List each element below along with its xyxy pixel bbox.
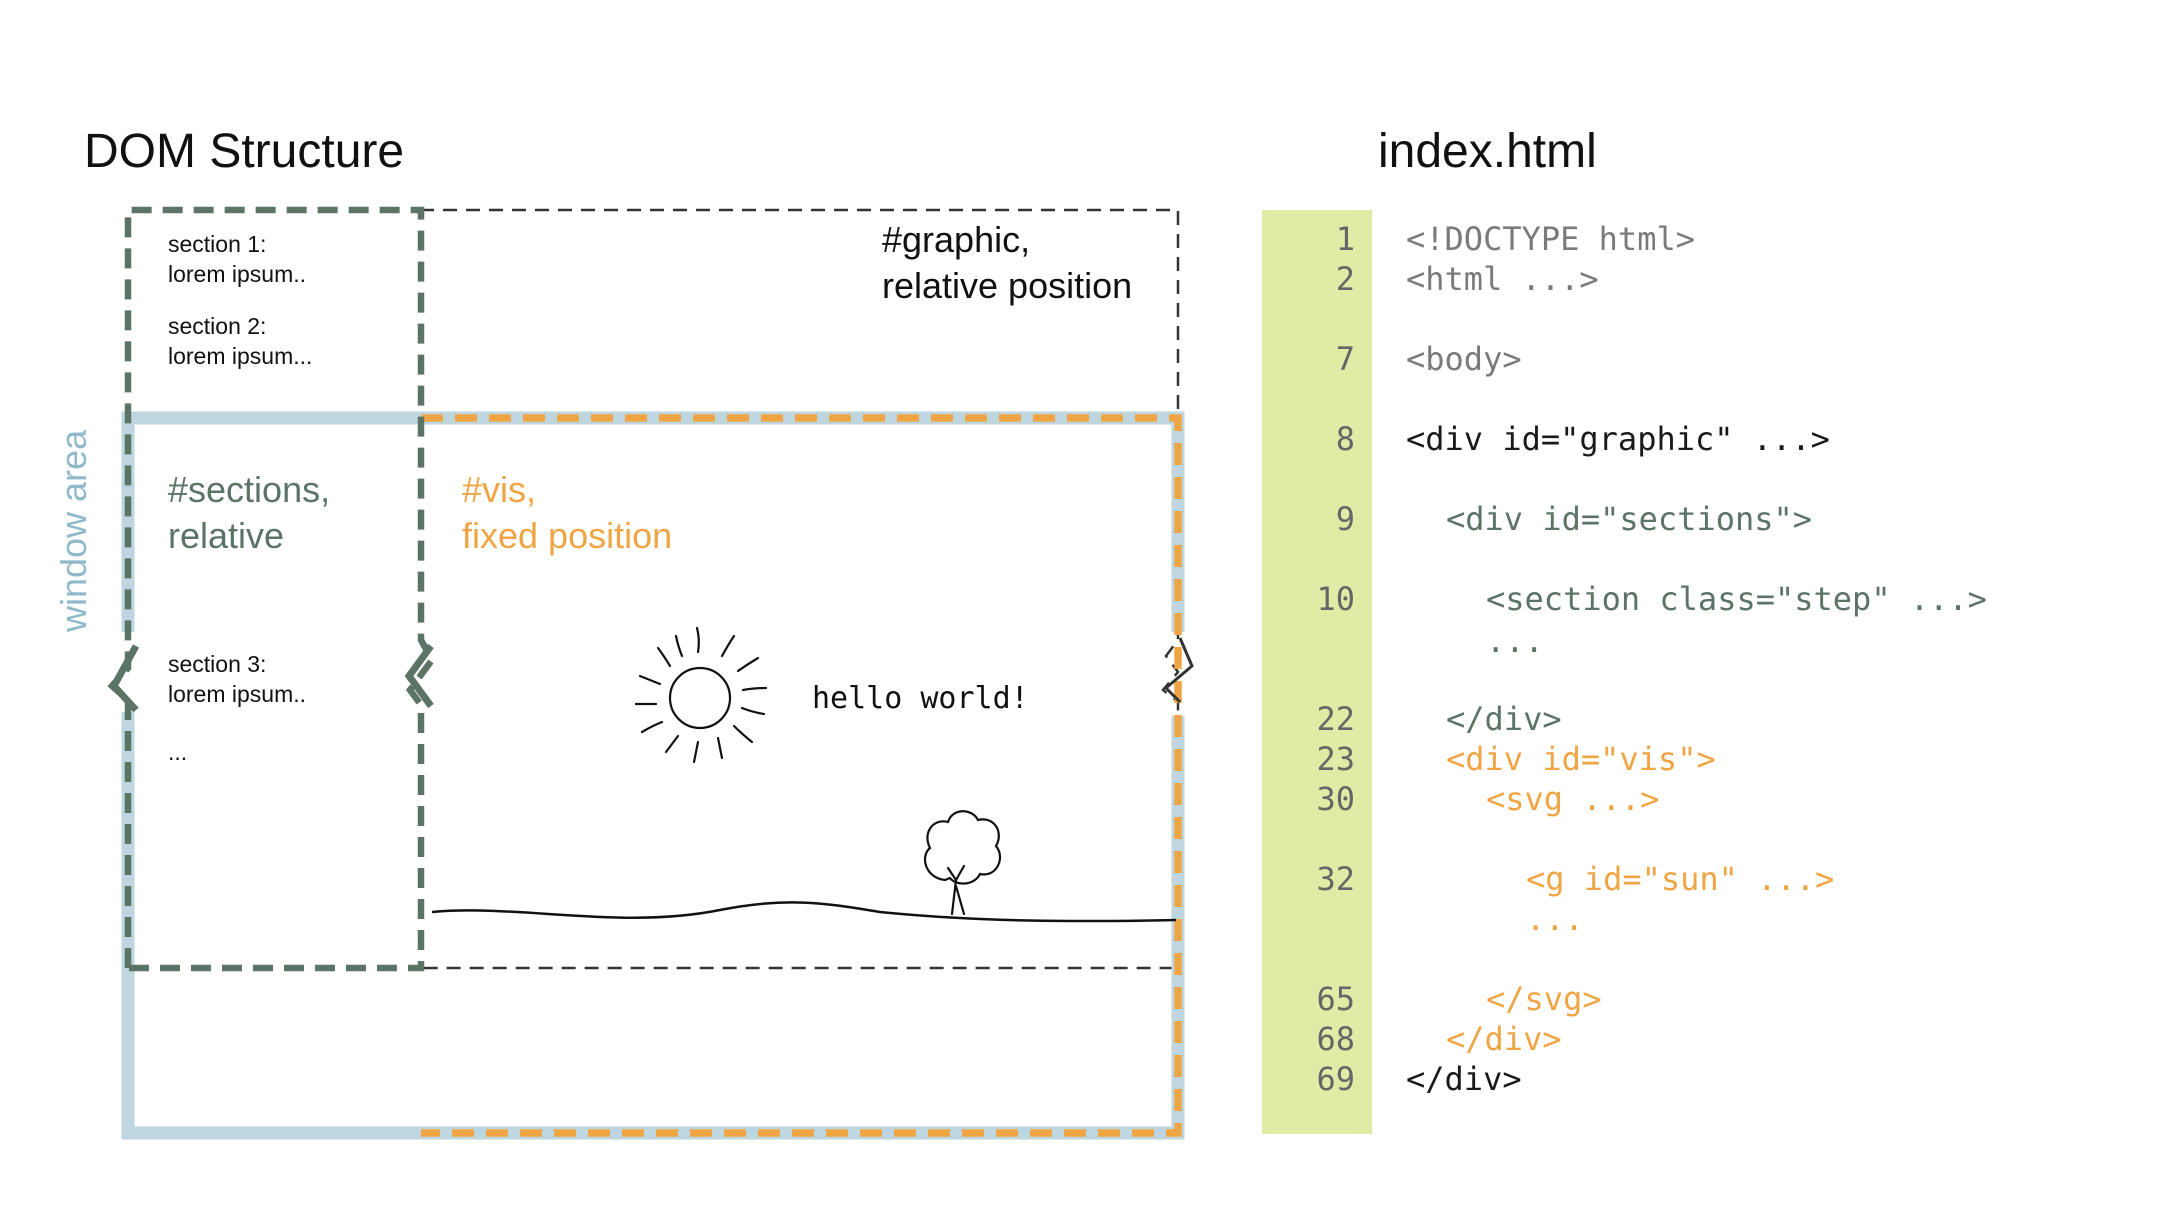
sections-break-right [404,643,434,709]
line-number-gutter [1262,210,1372,1134]
line-number: 7 [1336,340,1355,378]
line-number: 22 [1316,700,1355,738]
line-number: 30 [1316,780,1355,818]
line-number: 32 [1316,860,1355,898]
dom-structure-heading: DOM Structure [84,125,405,178]
code-line: <!DOCTYPE html> [1406,220,1695,258]
code-line: <div id="sections"> [1446,500,1812,538]
line-number: 23 [1316,740,1355,778]
sun-icon [634,626,768,764]
section-3-title: section 3: [168,651,266,677]
code-line: </div> [1446,700,1562,738]
graphic-label-line1: #graphic, [882,219,1030,260]
sections-break-left [109,644,140,713]
vis-label-line1: #vis, [462,469,536,510]
code-line: <div id="graphic" ...> [1406,420,1830,458]
code-line: <section class="step" ...> [1486,580,1987,618]
ground-line [431,901,1177,923]
code-line: </div> [1406,1060,1522,1098]
code-line: </svg> [1486,980,1602,1018]
graphic-outline [420,208,1180,970]
graphic-break-right [1163,637,1194,704]
line-number: 10 [1316,580,1355,618]
section-2-title: section 2: [168,313,266,339]
sections-outline [107,206,436,972]
code-line: <html ...> [1406,260,1599,298]
section-3-body: lorem ipsum.. [168,681,306,707]
line-number: 9 [1336,500,1355,538]
tree-icon [923,810,1002,916]
sections-label-line2: relative [168,515,284,556]
line-number: 68 [1316,1020,1355,1058]
line-number: 2 [1336,260,1355,298]
line-number: 8 [1336,420,1355,458]
vis-label-line2: fixed position [462,515,672,556]
code-line: <svg ...> [1486,780,1659,818]
code-line: ... [1526,900,1584,938]
window-area-label: window area [53,429,94,633]
code-line: <g id="sun" ...> [1526,860,1834,898]
section-1-title: section 1: [168,231,266,257]
line-number: 1 [1336,220,1355,258]
code-line: <div id="vis"> [1446,740,1716,778]
graphic-label-line2: relative position [882,265,1132,306]
code-line: </div> [1446,1020,1562,1058]
vis-outline [421,414,1182,1137]
code-line: <body> [1406,340,1522,378]
sections-ellipsis: ... [168,739,187,765]
sections-label-line1: #sections, [168,469,330,510]
section-1-body: lorem ipsum.. [168,261,306,287]
code-line: ... [1486,622,1544,660]
hello-world-text: hello world! [812,681,1029,716]
section-2-body: lorem ipsum... [168,343,312,369]
line-number: 69 [1316,1060,1355,1098]
index-html-heading: index.html [1378,125,1597,178]
line-number: 65 [1316,980,1355,1018]
